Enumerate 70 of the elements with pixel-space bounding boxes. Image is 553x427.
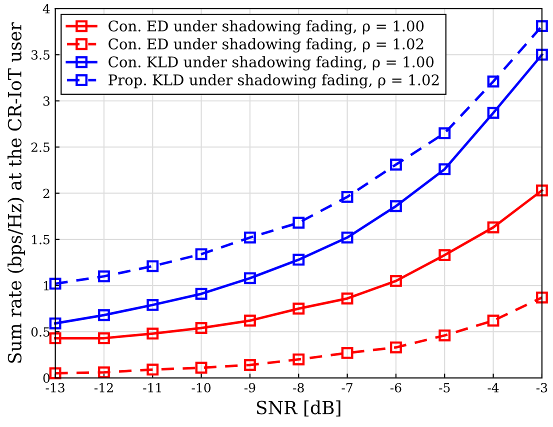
y-tick-label: 3 <box>43 96 50 106</box>
y-tick-label: 3.5 <box>32 50 50 60</box>
point <box>390 341 402 354</box>
point <box>244 272 256 284</box>
point <box>487 76 500 88</box>
point <box>536 20 548 32</box>
x-tick-label: -9 <box>244 382 256 392</box>
point <box>146 364 159 376</box>
y-tick-label: 1 <box>44 281 49 290</box>
x-tick-label: -7 <box>342 383 352 392</box>
point <box>195 288 208 300</box>
point <box>536 48 548 61</box>
point <box>98 309 110 322</box>
y-tick-label: 2.5 <box>31 142 50 152</box>
point <box>390 274 402 287</box>
point <box>244 314 256 327</box>
point <box>146 298 159 311</box>
point <box>98 332 110 344</box>
point <box>438 249 451 262</box>
point <box>49 278 62 290</box>
point <box>49 317 62 330</box>
point <box>244 232 256 244</box>
point <box>244 358 256 371</box>
point <box>341 346 354 359</box>
point <box>341 232 354 244</box>
y-axis-title: Sum rate (bps/Hz) at the CR-IoT user <box>8 22 26 363</box>
point <box>341 190 354 203</box>
point <box>390 200 402 212</box>
point <box>292 353 305 366</box>
point <box>536 292 548 304</box>
y-tick-label: 2 <box>43 188 50 198</box>
y-tick-label: 4 <box>42 4 50 14</box>
point <box>487 314 500 327</box>
legend-label: Con. ED under shadowing fading, ρ = 1.02 <box>108 38 424 52</box>
point <box>195 248 208 260</box>
point <box>438 329 451 342</box>
legend-label: Con. ED under shadowing fading, ρ = 1.00 <box>108 20 424 35</box>
x-tick-label: -4 <box>488 382 499 392</box>
x-tick-label: -5 <box>439 383 450 392</box>
point <box>438 127 451 140</box>
x-tick-label: -11 <box>143 382 161 392</box>
point <box>49 332 62 344</box>
point <box>536 184 548 196</box>
y-tick-label: 0 <box>43 373 50 383</box>
point <box>438 163 451 176</box>
point <box>292 302 305 315</box>
point <box>98 270 110 282</box>
x-axis-title: SNR [dB] <box>256 400 340 417</box>
point <box>146 328 159 340</box>
x-tick-label: -8 <box>293 382 304 392</box>
point <box>487 106 500 119</box>
point <box>49 367 62 380</box>
point <box>195 322 208 334</box>
point <box>292 254 305 266</box>
legend-label: Prop. KLD under shadowing fading, ρ = 1.02 <box>108 74 439 88</box>
point <box>390 158 402 171</box>
x-tick-label: -10 <box>192 382 211 392</box>
x-tick-label: -13 <box>46 382 64 392</box>
legend-label: Con. KLD under shadowing fading, ρ = 1.00 <box>108 56 434 70</box>
point <box>341 292 354 304</box>
point <box>98 366 110 378</box>
x-tick-label: -12 <box>94 382 113 392</box>
point <box>195 362 208 374</box>
x-tick-label: -6 <box>390 382 402 392</box>
point <box>146 260 159 272</box>
x-tick-label: -3 <box>536 382 548 392</box>
y-tick-label: 0.5 <box>31 327 50 337</box>
y-tick-label: 1.5 <box>32 234 50 244</box>
point <box>292 216 305 229</box>
point <box>487 221 500 234</box>
